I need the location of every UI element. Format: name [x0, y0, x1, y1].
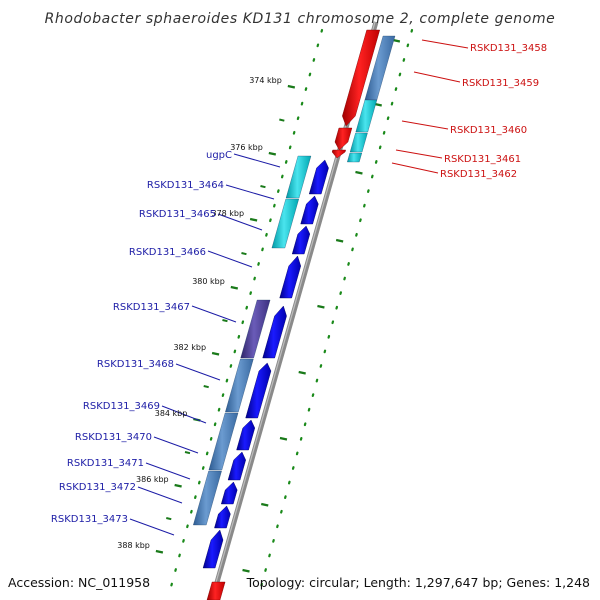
gene-label-rskd131_3459: RSKD131_3459 [462, 78, 539, 89]
map-title: Rhodobacter sphaeroides KD131 chromosome… [45, 11, 556, 27]
right-tick-0 [392, 38, 401, 43]
gene-label-rskd131_3462: RSKD131_3462 [440, 169, 517, 180]
kbp-tick-7 [155, 549, 164, 554]
cds-forward-2 [331, 149, 346, 159]
gene-label-rskd131_3467: RSKD131_3467 [113, 302, 190, 313]
cog-bar-reverse-4 [208, 412, 239, 471]
kbp-minor-tick-4 [203, 385, 209, 389]
inner-dotted-guide [166, 28, 324, 600]
cds-reverse-10 [202, 529, 224, 569]
leader-forward-4 [391, 162, 439, 174]
leader-reverse-10 [129, 518, 175, 536]
kbp-tick-6 [174, 483, 182, 488]
gene-label-rskd131_3465: RSKD131_3465 [139, 209, 216, 220]
right-tick-3 [335, 238, 344, 243]
cds-reverse-4 [262, 305, 287, 359]
cds-reverse-5 [245, 362, 272, 419]
cds-forward-0 [342, 29, 380, 127]
leader-forward-0 [421, 39, 469, 49]
right-tick-7 [261, 502, 269, 507]
leader-reverse-4 [191, 305, 237, 323]
cds-reverse-3 [279, 255, 301, 299]
gene-label-rskd131_3458: RSKD131_3458 [470, 43, 547, 54]
cds-forward-1 [334, 127, 353, 151]
kbp-minor-tick-3 [222, 319, 228, 323]
cds-reverse-9 [214, 505, 231, 529]
right-tick-1 [374, 102, 382, 107]
gene-label-rskd131_3461: RSKD131_3461 [444, 154, 521, 165]
kbp-label-6: 386 kbp [136, 475, 169, 484]
cds-reverse-8 [220, 481, 238, 505]
cog-bar-forward-1 [355, 99, 378, 133]
kbp-label-4: 382 kbp [173, 343, 206, 352]
kbp-tick-2 [249, 217, 258, 222]
cds-reverse-1 [300, 195, 319, 225]
leader-reverse-0 [233, 153, 281, 168]
kbp-label-3: 380 kbp [192, 277, 225, 286]
kbp-tick-1 [268, 151, 277, 156]
leader-forward-2 [401, 120, 449, 130]
labels: 374 kbp 376 kbp 378 kbp 380 kbp 382 kbp 384 k… [51, 43, 547, 550]
gene-label-rskd131_3468: RSKD131_3468 [97, 359, 174, 370]
cog-bar-reverse-5 [193, 470, 222, 526]
cog-bar-forward-2 [349, 132, 368, 153]
gene-label-ugpc: ugpC [206, 150, 232, 161]
cds-reverse-6 [236, 419, 256, 451]
cog-bar-reverse-1 [271, 198, 299, 249]
leader-reverse-8 [145, 462, 191, 480]
gene-leader-lines [129, 39, 469, 536]
gene-label-rskd131_3469: RSKD131_3469 [83, 401, 160, 412]
kbp-label-1: 376 kbp [230, 143, 263, 152]
leader-reverse-5 [175, 363, 221, 381]
right-tick-5 [298, 370, 306, 375]
kbp-minor-tick-1 [260, 185, 266, 189]
gene-label-rskd131_3464: RSKD131_3464 [147, 180, 224, 191]
kbp-minor-tick-5 [184, 451, 191, 455]
right-tick-8 [242, 568, 250, 573]
kbp-label-0: 374 kbp [249, 76, 282, 85]
leader-forward-1 [413, 71, 461, 83]
right-tick-2 [355, 170, 363, 175]
kbp-tick-4 [211, 351, 220, 356]
leader-reverse-2 [217, 213, 263, 231]
kbp-minor-tick-6 [166, 517, 172, 521]
kbp-tick-0 [287, 84, 296, 89]
leader-reverse-6 [161, 405, 207, 424]
accession-text: Accession: NC_011958 [8, 575, 150, 590]
right-tick-6 [279, 436, 288, 441]
gene-label-rskd131_3472: RSKD131_3472 [59, 482, 136, 493]
leader-reverse-1 [225, 184, 275, 200]
kbp-label-2: 378 kbp [211, 209, 244, 218]
kbp-label-5: 384 kbp [155, 409, 188, 418]
kbp-minor-tick-0 [279, 118, 285, 122]
gene-label-rskd131_3473: RSKD131_3473 [51, 514, 128, 525]
leader-reverse-9 [137, 486, 183, 504]
cds-forward-bottom [206, 581, 226, 600]
gene-label-rskd131_3470: RSKD131_3470 [75, 432, 152, 443]
right-tick-4 [317, 304, 325, 309]
leader-forward-3 [395, 149, 443, 159]
gene-label-rskd131_3471: RSKD131_3471 [67, 458, 144, 469]
gene-label-rskd131_3466: RSKD131_3466 [129, 247, 206, 258]
cds-reverse-2 [291, 225, 311, 255]
cog-bar-reverse-2 [240, 299, 271, 359]
cds-reverse-0 [308, 159, 329, 195]
cog-bar-reverse-0 [285, 155, 312, 199]
cds-arrows [202, 29, 380, 600]
cog-bars [193, 35, 396, 526]
leader-reverse-3 [207, 250, 253, 268]
gene-label-rskd131_3460: RSKD131_3460 [450, 125, 527, 136]
topology-text: Topology: circular; Length: 1,297,647 bp… [246, 575, 590, 590]
kbp-tick-3 [230, 285, 239, 290]
cog-bar-forward-3 [347, 152, 363, 163]
cds-reverse-7 [227, 451, 246, 481]
cog-bar-reverse-3 [225, 358, 254, 413]
kbp-minor-tick-2 [241, 252, 247, 256]
leader-reverse-7 [153, 436, 199, 454]
kbp-label-7: 388 kbp [117, 541, 150, 550]
right-ticks [242, 38, 401, 573]
